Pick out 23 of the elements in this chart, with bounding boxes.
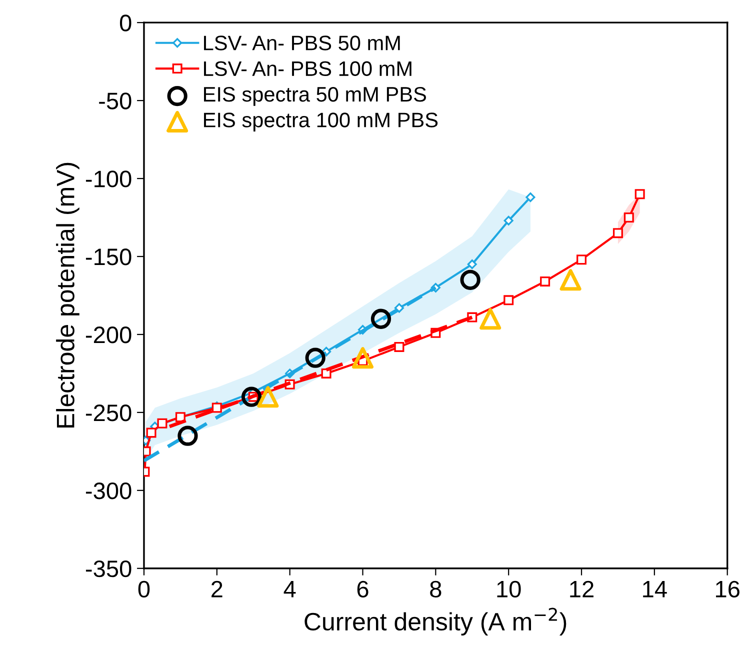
- x-tick-label: 14: [643, 581, 667, 598]
- y-tick-label: -200: [86, 326, 132, 344]
- legend-label: LSV- An- PBS 50 mM: [204, 36, 400, 50]
- legend-label: EIS spectra 100 mM PBS: [204, 112, 438, 132]
- x-axis-title: Current density (A m$^{−2}$): [304, 608, 566, 636]
- x-tick-label: 10: [497, 580, 521, 598]
- y-tick-label: -100: [86, 170, 132, 188]
- x-tick-label: 8: [430, 580, 442, 598]
- y-tick-label: -350: [86, 560, 132, 578]
- legend-label: LSV- An- PBS 100 mM: [204, 61, 412, 76]
- x-tick-label: 12: [570, 580, 594, 598]
- y-tick-label: -150: [86, 248, 132, 266]
- y-axis-title: Electrode potential (mV): [56, 162, 80, 428]
- y-tick-label: -50: [99, 92, 132, 110]
- y-tick-label: 0: [120, 14, 132, 32]
- x-tick-label: 0: [138, 580, 150, 598]
- y-tick-label: -250: [86, 404, 132, 422]
- x-tick-label: 2: [212, 580, 222, 598]
- y-tick-label: -300: [86, 482, 132, 500]
- x-tick-label: 6: [357, 580, 368, 598]
- x-tick-label: 16: [716, 580, 740, 598]
- x-tick-label: 4: [284, 581, 296, 598]
- legend-label: EIS spectra 50 mM PBS: [204, 86, 426, 106]
